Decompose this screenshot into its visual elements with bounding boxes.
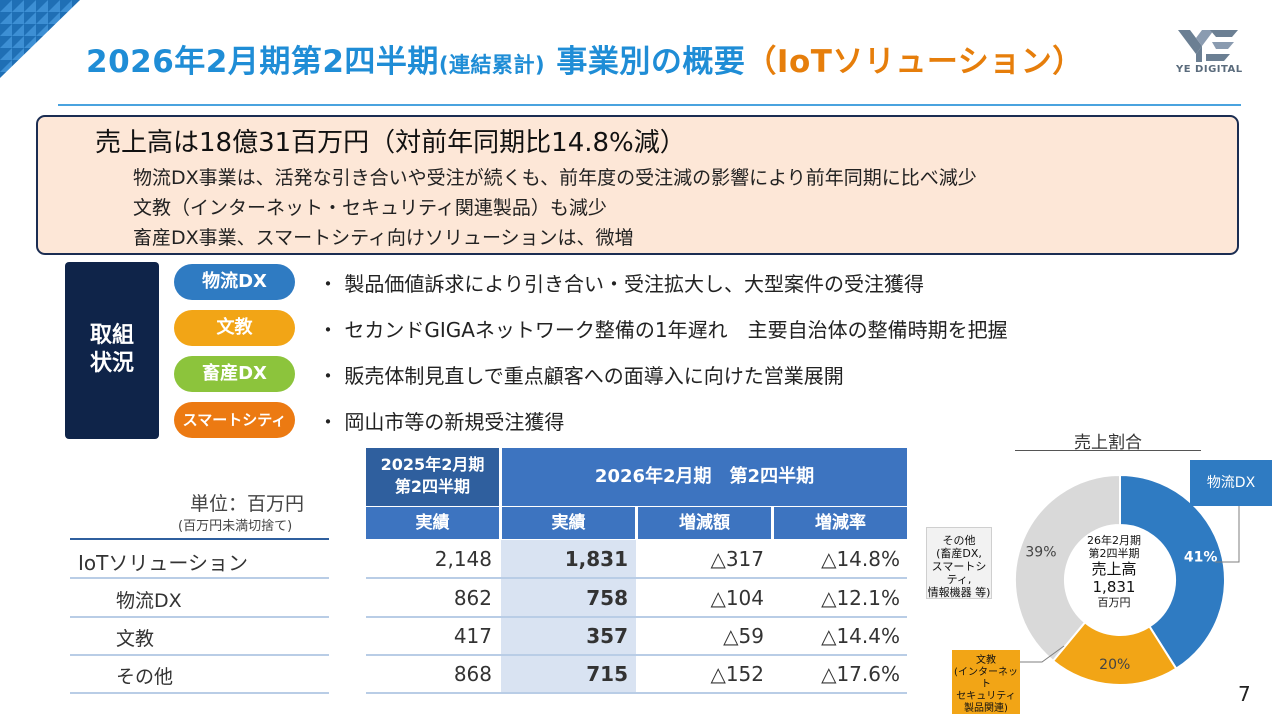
ye-digital-logo	[1178, 30, 1238, 62]
summary-line-2: 文教（インターネット・セキュリティ関連製品）も減少	[133, 197, 607, 219]
row-rule	[70, 616, 329, 618]
header-prev-period: 2025年2月期 第2四半期	[366, 448, 499, 506]
cell-iot-rate: △14.8%	[821, 547, 900, 571]
header-cur-period: 2026年2月期 第2四半期	[502, 448, 907, 506]
summary-box	[36, 115, 1239, 255]
subheader-rate: 増減率	[774, 507, 907, 539]
cell-other-diff: △152	[710, 662, 764, 686]
tag-bunkyo: 文教	[174, 310, 295, 346]
callout-other: その他 (畜産DX, スマートシティ, 情報機器 等)	[926, 527, 992, 599]
row-rule	[70, 654, 329, 656]
cell-other-prev: 868	[453, 662, 492, 686]
pie-title: 売上割合	[1074, 433, 1142, 453]
pie-center-line-5: 百万円	[1097, 596, 1131, 609]
cell-iot-prev: 2,148	[434, 547, 492, 571]
row-rule	[70, 577, 329, 579]
page-number: 7	[1238, 682, 1251, 706]
title-main: 2026年2月期第2四半期	[86, 44, 439, 80]
tag-chikusan-dx: 畜産DX	[174, 356, 295, 392]
callout-bunkyo-label: 文教 (インターネット セキュリティ 製品関連)	[954, 655, 1018, 714]
tag-smart-city: スマートシティ	[174, 402, 295, 438]
slice-label-bunkyo: 20%	[1099, 657, 1130, 673]
cell-iot-cur: 1,831	[564, 547, 628, 571]
row-rule	[70, 692, 329, 694]
title-iot: （IoTソリューション）	[745, 44, 1084, 80]
title-rest: 事業別の概要	[545, 44, 746, 80]
row-label-iot: IoTソリューション	[78, 551, 248, 575]
subheader-prev-actual: 実績	[366, 507, 499, 539]
cell-other-rate: △17.6%	[821, 662, 900, 686]
cell-butsuryu-diff: △104	[710, 586, 764, 610]
callout-bunkyo: 文教 (インターネット セキュリティ 製品関連)	[952, 650, 1020, 714]
cell-bunkyo-rate: △14.4%	[821, 624, 900, 648]
table-top-rule	[70, 538, 329, 540]
row-rule	[366, 692, 907, 694]
row-rule	[366, 616, 907, 618]
cell-other-cur: 715	[586, 662, 628, 686]
cell-butsuryu-rate: △12.1%	[821, 586, 900, 610]
row-label-butsuryu: 物流DX	[116, 590, 182, 612]
callout-other-label: その他 (畜産DX, スマートシティ, 情報機器 等)	[927, 534, 991, 599]
tag-butsuryu-dx: 物流DX	[174, 264, 295, 300]
pie-center: 26年2月期 第2四半期 売上高 1,831 百万円	[1070, 534, 1158, 609]
pie-center-line-1: 26年2月期	[1087, 534, 1141, 547]
initiative-text-2: ・ セカンドGIGAネットワーク整備の1年遅れ 主要自治体の整備時期を把握	[318, 318, 1008, 342]
cell-butsuryu-prev: 862	[453, 586, 492, 610]
table-unit: 単位：百万円	[190, 493, 305, 515]
row-rule	[366, 577, 907, 579]
pie-center-line-4: 1,831	[1092, 578, 1136, 596]
cell-bunkyo-diff: △59	[723, 624, 764, 648]
row-label-other: その他	[116, 666, 174, 688]
initiatives-label: 取組 状況	[65, 262, 159, 439]
initiative-text-3: ・ 販売体制見直しで重点顧客への面導入に向けた営業展開	[318, 364, 844, 388]
initiatives-label-text: 取組 状況	[89, 323, 134, 376]
cell-bunkyo-cur: 357	[586, 624, 628, 648]
slice-other	[1014, 473, 1121, 663]
row-label-bunkyo: 文教	[116, 628, 155, 650]
initiative-text-4: ・ 岡山市等の新規受注獲得	[318, 410, 565, 434]
subheader-cur-actual: 実績	[502, 507, 635, 539]
slice-label-butsuryu: 41%	[1184, 550, 1218, 566]
summary-headline: 売上高は18億31百万円（対前年同期比14.8%減）	[95, 128, 686, 158]
cell-bunkyo-prev: 417	[453, 624, 492, 648]
summary-line-3: 畜産DX事業、スマートシティ向けソリューションは、微増	[133, 227, 634, 249]
callout-butsuryu-label: 物流DX	[1206, 475, 1256, 491]
callout-butsuryu: 物流DX	[1190, 460, 1272, 506]
initiative-text-1: ・ 製品価値訴求により引き合い・受注拡大し、大型案件の受注獲得	[318, 272, 924, 296]
logo-text: YE DIGITAL	[1176, 64, 1243, 75]
slice-label-other: 39%	[1025, 545, 1056, 561]
callout-bunkyo-leader	[1020, 645, 1065, 663]
pie-center-line-3: 売上高	[1091, 560, 1137, 578]
corner-decoration	[0, 0, 80, 78]
callout-butsuryu-leader	[1215, 506, 1240, 563]
table-unit-note: (百万円未満切捨て)	[178, 519, 293, 534]
page-title: 2026年2月期第2四半期(連結累計) 事業別の概要（IoTソリューション）	[86, 36, 1084, 81]
title-small: (連結累計)	[438, 53, 546, 77]
row-rule	[366, 654, 907, 656]
cell-iot-diff: △317	[710, 547, 764, 571]
sales-share-donut-chart: 41% 20% 39%	[1014, 473, 1226, 686]
subheader-diff: 増減額	[638, 507, 771, 539]
summary-line-1: 物流DX事業は、活発な引き合いや受注が続くも、前年度の受注減の影響により前年同期…	[133, 167, 977, 189]
pie-title-rule	[1015, 450, 1201, 451]
pie-center-line-2: 第2四半期	[1088, 547, 1140, 560]
cell-butsuryu-cur: 758	[586, 586, 628, 610]
title-divider	[58, 104, 1241, 106]
